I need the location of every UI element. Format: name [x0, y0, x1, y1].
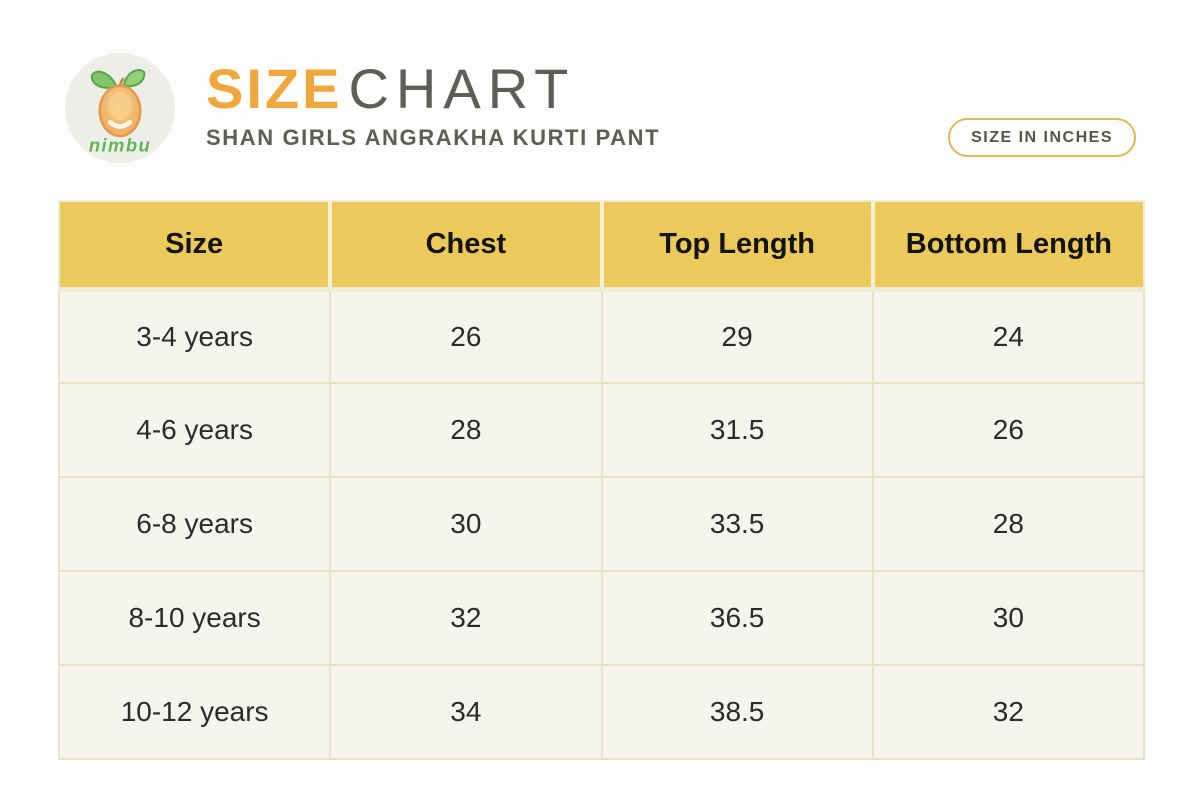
column-header: Top Length: [599, 200, 873, 292]
unit-badge: SIZE IN INCHES: [948, 118, 1136, 157]
measurement-cell: 26: [329, 288, 603, 384]
product-subtitle: SHAN GIRLS ANGRAKHA KURTI PANT: [206, 124, 661, 150]
measurement-cell: 33.5: [600, 476, 874, 572]
table-row: 3-4 years 26 29 24: [57, 288, 1146, 384]
column-header: Size: [57, 200, 331, 292]
measurement-cell: 32: [871, 664, 1146, 760]
column-header: Bottom Length: [870, 200, 1146, 292]
size-table-body: 3-4 years 26 29 24 4-6 years 28 31.5 26 6-8 year…: [57, 288, 1146, 760]
brand-name: nimbu: [89, 135, 151, 156]
measurement-cell: 28: [329, 382, 603, 478]
measurement-cell: 38.5: [600, 664, 874, 760]
page-title: SIZE CHART: [206, 57, 660, 120]
size-cell: 3-4 years: [57, 288, 332, 384]
title-chart: CHART: [348, 57, 576, 120]
measurement-cell: 34: [329, 664, 603, 760]
measurement-cell: 24: [871, 288, 1146, 384]
size-table-header-row: Size Chest Top Length Bottom Length: [57, 200, 1146, 292]
measurement-cell: 30: [329, 476, 603, 572]
size-cell: 10-12 years: [57, 664, 332, 760]
size-cell: 6-8 years: [57, 476, 332, 572]
leaf-icon: [90, 69, 146, 91]
measurement-cell: 31.5: [600, 382, 874, 478]
measurement-cell: 29: [600, 288, 874, 384]
measurement-cell: 28: [871, 476, 1146, 572]
table-row: 8-10 years 32 36.5 30: [57, 570, 1146, 666]
table-row: 4-6 years 28 31.5 26: [57, 382, 1146, 478]
nimbu-logo: nimbu: [64, 52, 176, 164]
measurement-cell: 32: [329, 570, 603, 666]
header-titles: SIZE CHART SHAN GIRLS ANGRAKHA KURTI PANT: [206, 57, 661, 151]
title-size: SIZE: [206, 57, 343, 120]
table-row: 10-12 years 34 38.5 32: [57, 664, 1146, 760]
size-cell: 4-6 years: [57, 382, 332, 478]
size-table-container: Size Chest Top Length Bottom Length 3-4 yea…: [57, 200, 1146, 760]
measurement-cell: 30: [871, 570, 1146, 666]
size-table: Size Chest Top Length Bottom Length 3-4 yea…: [57, 200, 1146, 760]
table-row: 6-8 years 30 33.5 28: [57, 476, 1146, 572]
size-cell: 8-10 years: [57, 570, 332, 666]
measurement-cell: 26: [871, 382, 1146, 478]
lemon-icon: [98, 84, 142, 138]
column-header: Chest: [328, 200, 602, 292]
measurement-cell: 36.5: [600, 570, 874, 666]
